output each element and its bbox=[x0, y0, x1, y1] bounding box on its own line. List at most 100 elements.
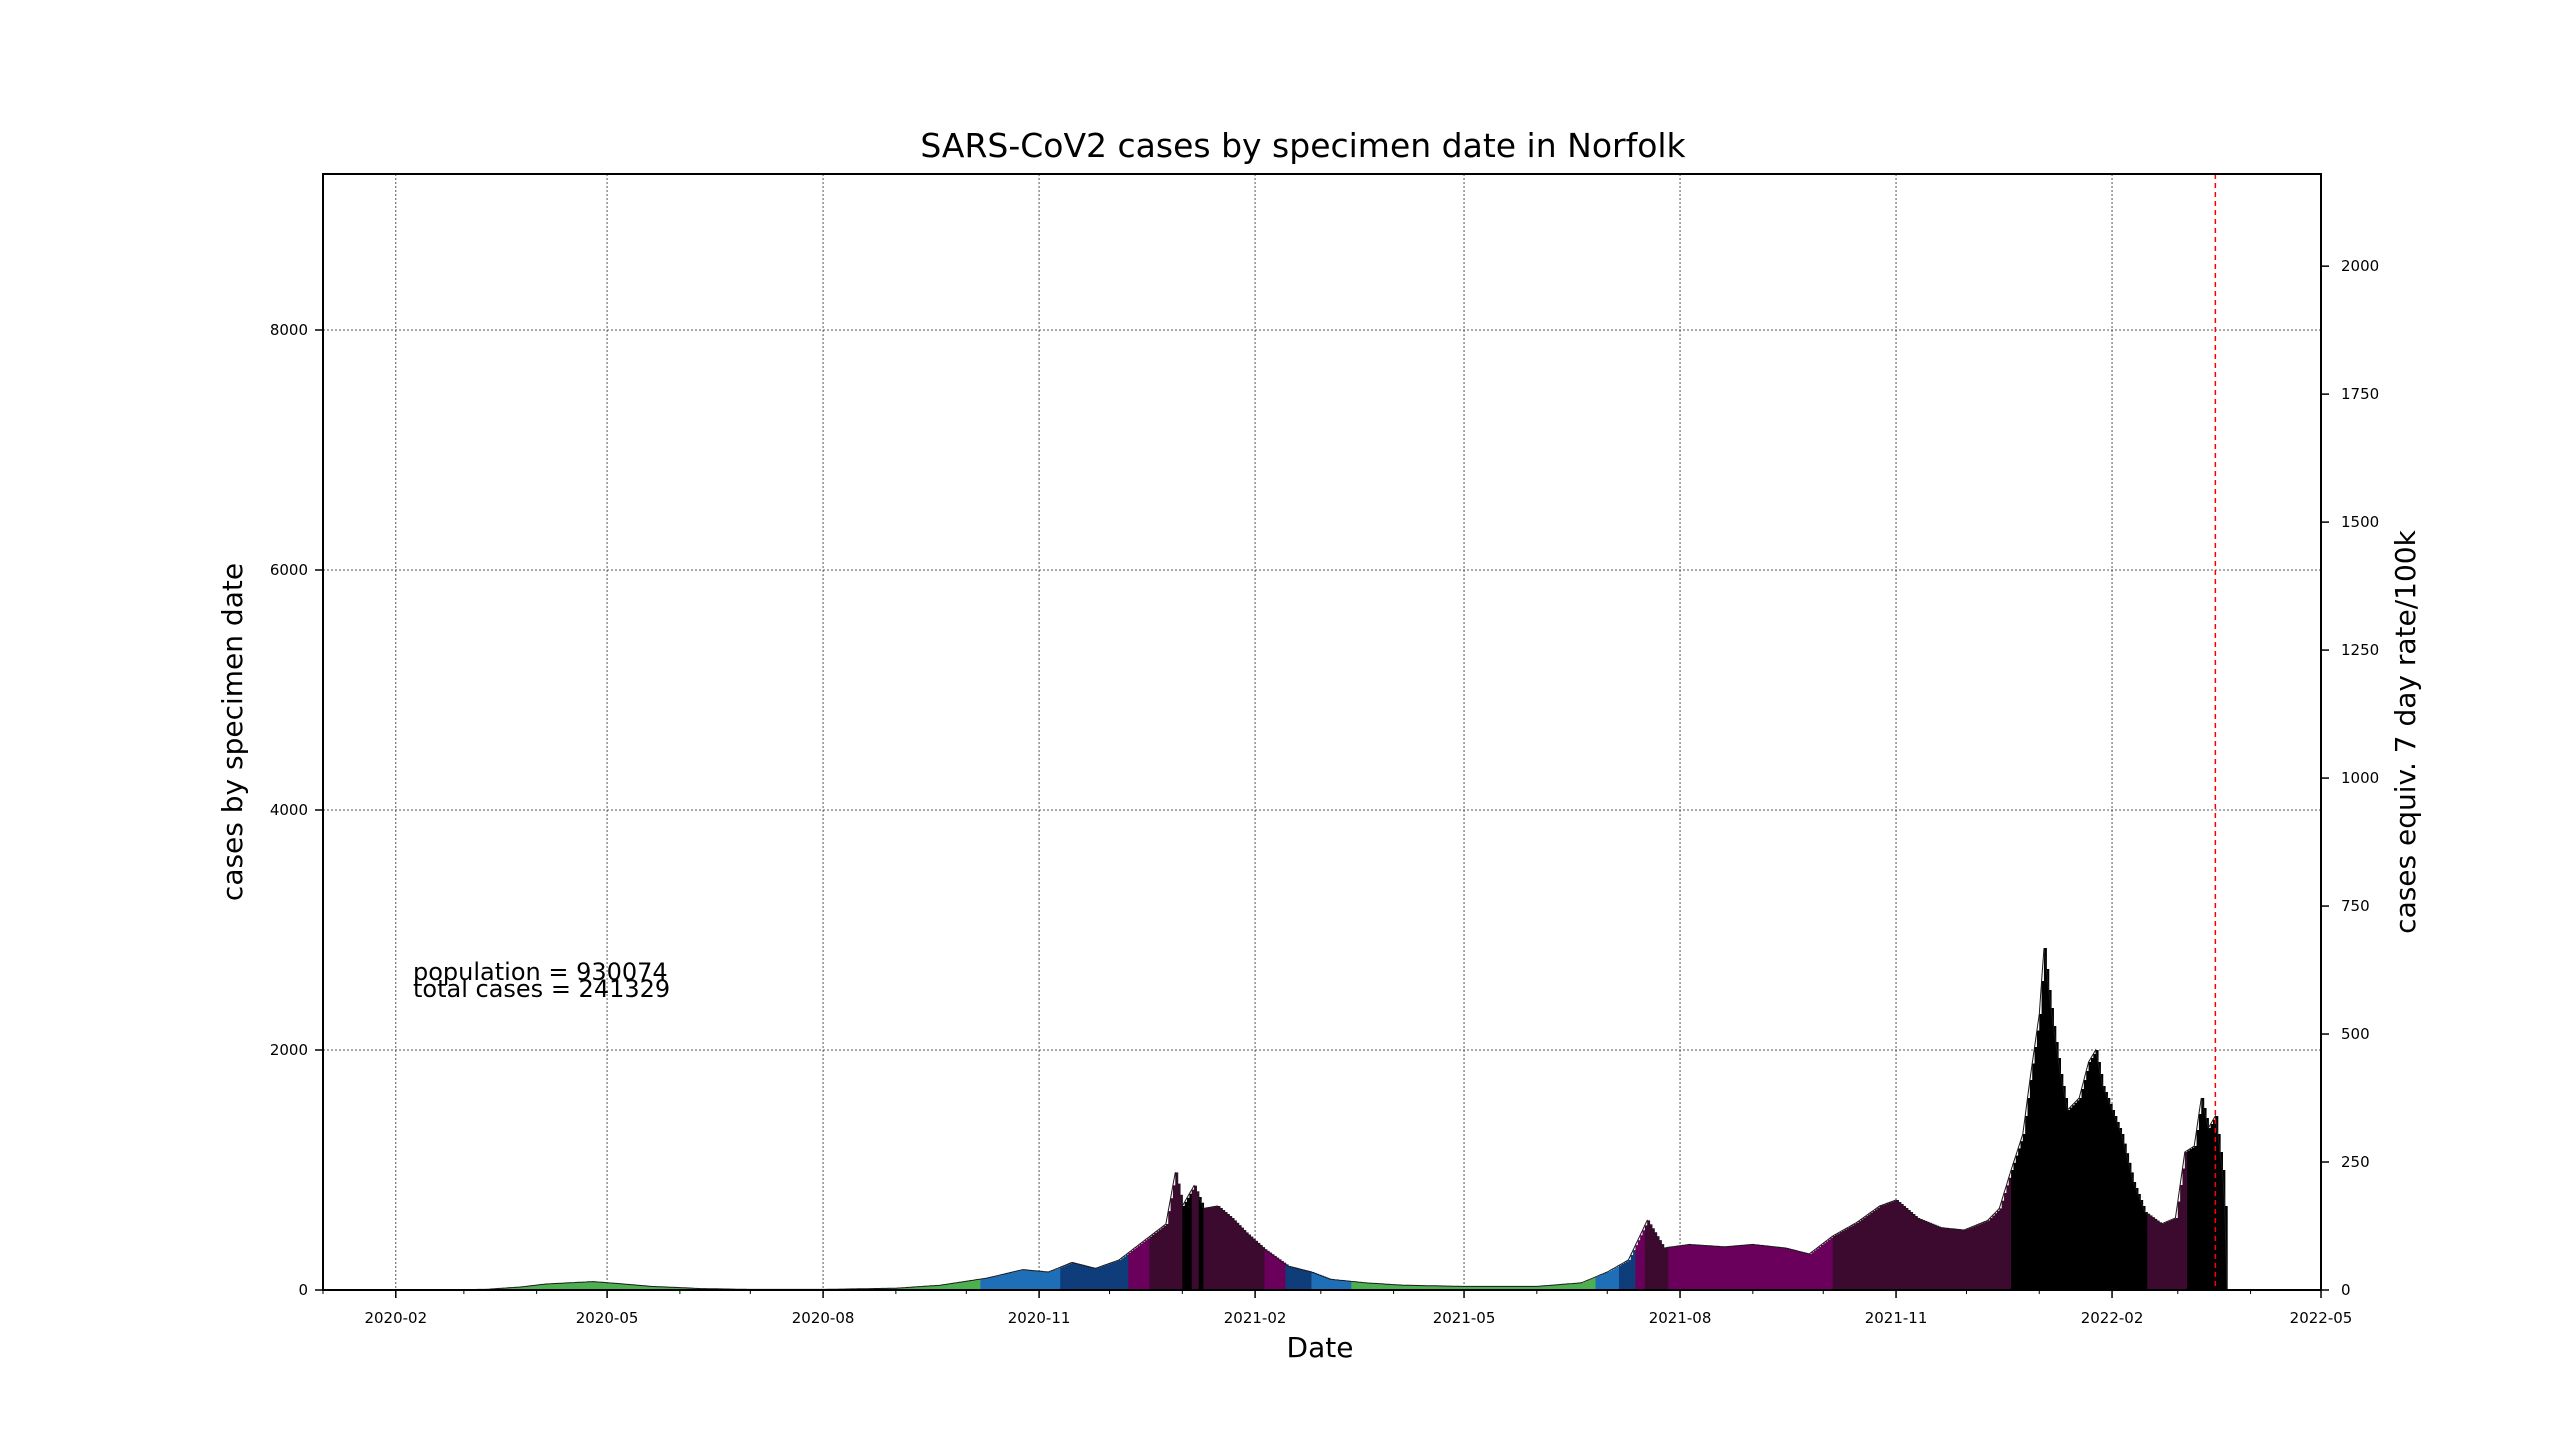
case-bar bbox=[1642, 1230, 1646, 1290]
case-bar bbox=[2011, 1170, 2015, 1290]
case-bar bbox=[1344, 1280, 1348, 1290]
x-tick-label: 2020-11 bbox=[1008, 1309, 1071, 1327]
case-bar bbox=[1816, 1248, 1820, 1290]
case-bar bbox=[1140, 1243, 1143, 1290]
case-bar bbox=[658, 1286, 662, 1290]
case-bar bbox=[614, 1283, 618, 1290]
case-bar bbox=[2180, 1185, 2184, 1290]
case-bar bbox=[1029, 1270, 1033, 1290]
case-bar bbox=[1846, 1228, 1850, 1290]
case-bar bbox=[2184, 1152, 2188, 1290]
case-bar bbox=[1781, 1247, 1784, 1290]
case-bar bbox=[1071, 1262, 1075, 1290]
case-bar bbox=[1705, 1245, 1709, 1290]
case-bar bbox=[1285, 1264, 1289, 1290]
case-bar bbox=[1600, 1274, 1604, 1290]
case-bar bbox=[647, 1286, 650, 1290]
case-bar bbox=[1309, 1271, 1313, 1290]
case-bar bbox=[1079, 1264, 1082, 1290]
case-bar bbox=[642, 1285, 646, 1290]
case-bar bbox=[1198, 1197, 1202, 1290]
case-bar bbox=[1736, 1245, 1740, 1290]
case-bar bbox=[1255, 1240, 1259, 1290]
case-bar bbox=[2123, 1143, 2127, 1290]
case-bar bbox=[1233, 1220, 1237, 1290]
case-bar bbox=[635, 1285, 639, 1290]
case-bar bbox=[1252, 1238, 1256, 1290]
case-bar bbox=[1306, 1270, 1310, 1290]
right-tick-label: 0 bbox=[2341, 1281, 2351, 1299]
case-bar bbox=[1093, 1267, 1097, 1290]
right-tick-label: 750 bbox=[2341, 897, 2370, 915]
case-bar bbox=[919, 1286, 923, 1290]
case-bar bbox=[989, 1277, 993, 1290]
case-bar bbox=[1858, 1221, 1862, 1290]
case-bar bbox=[1966, 1229, 1970, 1290]
case-bar bbox=[562, 1283, 566, 1290]
case-bar bbox=[2001, 1200, 2005, 1290]
case-bar bbox=[966, 1281, 970, 1290]
case-bar bbox=[1081, 1264, 1085, 1290]
case-bar bbox=[2163, 1223, 2167, 1290]
case-bar bbox=[1689, 1244, 1693, 1290]
case-bar bbox=[1194, 1185, 1197, 1290]
case-bar bbox=[1759, 1245, 1763, 1290]
case-bar bbox=[1311, 1272, 1315, 1290]
case-bar bbox=[576, 1282, 580, 1290]
case-bar bbox=[1752, 1244, 1756, 1290]
case-bar bbox=[2029, 1080, 2033, 1290]
case-bar bbox=[1125, 1254, 1129, 1290]
case-bar bbox=[1386, 1284, 1390, 1290]
case-bar bbox=[1813, 1250, 1817, 1290]
case-bar bbox=[1468, 1286, 1472, 1290]
case-bar bbox=[1992, 1215, 1996, 1290]
case-bar bbox=[1712, 1246, 1716, 1290]
case-bar bbox=[1144, 1240, 1148, 1290]
case-bar bbox=[1626, 1261, 1629, 1290]
case-bar bbox=[569, 1282, 573, 1290]
case-bar bbox=[1950, 1228, 1953, 1290]
case-bar bbox=[1684, 1245, 1688, 1290]
case-bar bbox=[1210, 1207, 1214, 1290]
case-bar bbox=[2220, 1152, 2223, 1290]
case-bar bbox=[1722, 1246, 1726, 1290]
case-bar bbox=[1818, 1246, 1822, 1290]
case-bar bbox=[1907, 1210, 1911, 1290]
case-bar bbox=[1154, 1233, 1158, 1290]
case-bar bbox=[595, 1281, 599, 1290]
case-bar bbox=[527, 1286, 531, 1290]
x-tick-label: 2020-08 bbox=[792, 1309, 855, 1327]
case-bar bbox=[1513, 1286, 1517, 1290]
case-bar bbox=[1036, 1270, 1040, 1290]
case-bar bbox=[1811, 1252, 1815, 1290]
case-bar bbox=[1135, 1247, 1139, 1290]
x-tick-label: 2021-02 bbox=[1224, 1309, 1287, 1327]
case-bar bbox=[2105, 1092, 2108, 1290]
case-bar bbox=[1508, 1286, 1512, 1290]
case-bar bbox=[1532, 1286, 1536, 1290]
case-bar bbox=[1921, 1219, 1925, 1290]
case-bar bbox=[607, 1282, 611, 1290]
case-bar bbox=[1325, 1277, 1329, 1290]
case-bar bbox=[1938, 1226, 1942, 1290]
case-bar bbox=[588, 1281, 592, 1290]
case-bar bbox=[1022, 1269, 1026, 1290]
case-bar bbox=[1640, 1235, 1644, 1290]
case-bar bbox=[583, 1282, 587, 1290]
case-bar bbox=[1567, 1283, 1571, 1290]
case-bar bbox=[1229, 1216, 1233, 1290]
case-bar bbox=[1064, 1265, 1068, 1290]
case-bar bbox=[1799, 1251, 1803, 1290]
case-bar bbox=[2062, 1086, 2066, 1290]
case-bar bbox=[1776, 1246, 1780, 1290]
case-bar bbox=[2154, 1218, 2158, 1290]
case-bar bbox=[1297, 1268, 1301, 1290]
case-bar bbox=[1374, 1283, 1378, 1290]
case-bar bbox=[1565, 1284, 1568, 1290]
case-bar bbox=[506, 1287, 510, 1290]
case-bar bbox=[2205, 1118, 2209, 1290]
case-bar bbox=[1008, 1272, 1012, 1290]
case-bar bbox=[539, 1284, 542, 1290]
case-bar bbox=[1320, 1275, 1324, 1290]
case-bar bbox=[924, 1286, 927, 1290]
